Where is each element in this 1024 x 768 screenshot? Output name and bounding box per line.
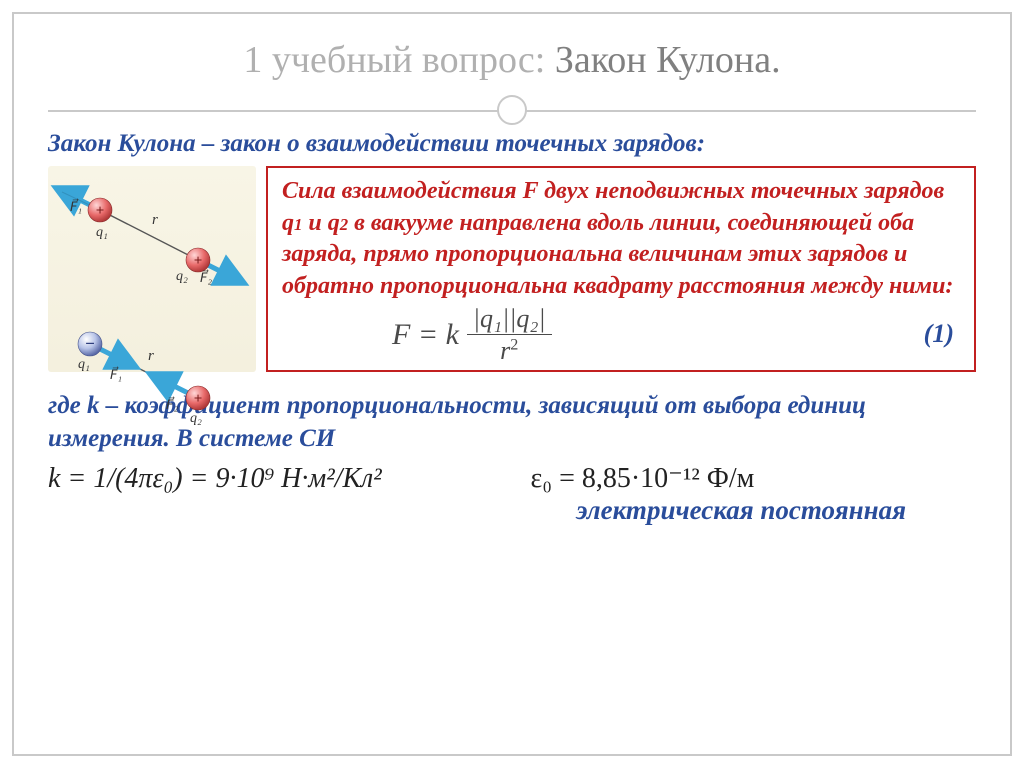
title-main: Закон Кулона. [555, 39, 781, 81]
svg-text:q₂: q₂ [190, 411, 202, 426]
slide-frame: 1 учебный вопрос: Закон Кулона. Закон Ку… [12, 12, 1012, 756]
svg-text:r: r [152, 212, 158, 228]
svg-text:+: + [194, 253, 203, 269]
svg-text:+: + [194, 391, 203, 407]
formula-den-exp: 2 [510, 336, 518, 353]
svg-text:F⃗₂: F⃗₂ [166, 397, 178, 412]
k-constant: k = 1/(4πε₀) = 9·10⁹ Н·м²/Кл² [48, 463, 531, 495]
formula-den-base: r [500, 336, 510, 365]
svg-text:q₁: q₁ [96, 225, 108, 240]
svg-text:−: − [85, 334, 95, 353]
formula-lhs: F = k [392, 315, 459, 355]
constants-row: k = 1/(4πε₀) = 9·10⁹ Н·м²/Кл² ε₀ = 8,85·… [48, 455, 976, 495]
svg-text:F⃗₁: F⃗₁ [70, 199, 82, 214]
title-prefix: 1 учебный вопрос: [243, 39, 554, 81]
epsilon-constant: ε₀ = 8,85·10⁻¹² Ф/м [531, 461, 755, 495]
formula-denominator: r2 [500, 335, 518, 364]
equation-number: (1) [924, 317, 960, 351]
divider-circle-icon [497, 95, 527, 125]
slide: 1 учебный вопрос: Закон Кулона. Закон Ку… [0, 0, 1024, 768]
svg-text:q₂: q₂ [176, 269, 188, 284]
law-statement-box: Сила взаимодействия F двух неподвижных т… [266, 166, 976, 372]
coulomb-formula: F = k |q₁||q₂| r2 [392, 305, 552, 365]
formula-numerator: |q₁||q₂| [467, 305, 552, 335]
svg-text:r: r [148, 348, 154, 364]
svg-text:F⃗₁: F⃗₁ [110, 367, 122, 382]
formula-row: F = k |q₁||q₂| r2 (1) [282, 305, 960, 365]
slide-title: 1 учебный вопрос: Закон Кулона. [48, 32, 976, 82]
electric-constant-label: электрическая постоянная [48, 495, 976, 526]
svg-text:F⃗₂: F⃗₂ [200, 270, 212, 285]
formula-fraction: |q₁||q₂| r2 [467, 305, 552, 365]
svg-text:q₁: q₁ [78, 357, 90, 372]
subtitle: Закон Кулона – закон о взаимодействии то… [48, 130, 976, 158]
law-text-3: в вакууме направлена вдоль линии, соедин… [282, 210, 953, 299]
law-text-2: и q [302, 210, 339, 236]
diagram-panel: r + + F⃗₁ q₁ q₂ F⃗₂ [48, 166, 256, 372]
content-row: r + + F⃗₁ q₁ q₂ F⃗₂ [48, 166, 976, 372]
charge-diagram: r + + F⃗₁ q₁ q₂ F⃗₂ [48, 166, 256, 436]
svg-text:+: + [96, 203, 105, 219]
title-divider [48, 92, 976, 128]
law-sub-2: 2 [340, 215, 348, 234]
